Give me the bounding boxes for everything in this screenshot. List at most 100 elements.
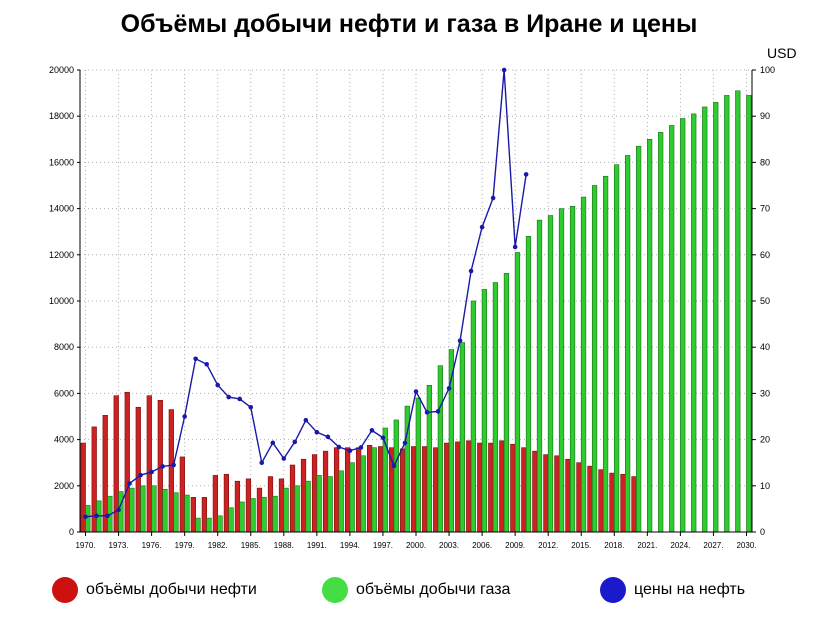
gas-bar <box>514 252 521 533</box>
price-point <box>171 462 176 468</box>
gas-bar <box>162 488 168 533</box>
y2-tick-label: 60 <box>760 250 770 260</box>
oil-bar <box>234 480 241 533</box>
gas-bar <box>569 205 576 533</box>
price-point <box>424 410 430 415</box>
price-point <box>347 448 353 453</box>
gas-bar <box>547 215 554 533</box>
x-tick-label: 1979. <box>175 541 195 550</box>
gas-bar <box>360 455 366 533</box>
gas-bar <box>272 495 278 533</box>
gas-bar <box>702 106 708 533</box>
axes-layer: 0 2000 4000 6000 8000 10000 12000 14000 16000 180… <box>49 45 797 550</box>
y2-tick-label: 30 <box>760 388 770 398</box>
y-tick-label: 4000 <box>54 435 74 445</box>
oil-bar <box>300 458 307 533</box>
y-tick-label: 10000 <box>49 296 74 306</box>
x-tick-label: 1970. <box>75 541 95 550</box>
gas-bar <box>338 470 344 533</box>
oil-bar <box>466 440 472 533</box>
oil-bar <box>256 487 263 533</box>
price-point <box>358 445 364 450</box>
x-tick-label: 1991. <box>307 541 327 550</box>
gas-bar <box>239 501 245 533</box>
oil-bar <box>333 447 340 533</box>
price-point <box>380 435 386 441</box>
legend-price-label: цены на нефть <box>634 581 746 598</box>
y2-tick-label: 40 <box>760 342 770 352</box>
x-tick-label: 2015. <box>571 541 591 550</box>
price-point <box>435 409 441 414</box>
gas-bar <box>492 282 499 533</box>
gas-bar <box>746 95 752 533</box>
legend-oil-label: объёмы добычи нефти <box>86 581 257 598</box>
oil-bar <box>510 443 516 533</box>
gas-bar <box>591 185 598 533</box>
gas-bar <box>437 365 443 533</box>
x-tick-label: 2012. <box>538 541 558 550</box>
y-tick-label: 0 <box>69 527 74 537</box>
oil-bar <box>543 454 549 533</box>
price-point <box>512 244 518 250</box>
price-point <box>94 513 99 519</box>
oil-bar <box>223 473 230 533</box>
x-tick-label: 1997. <box>373 541 393 550</box>
gas-bar <box>625 155 631 533</box>
gas-bar <box>173 492 179 533</box>
oil-bar <box>576 462 582 533</box>
oil-bar <box>212 475 219 533</box>
x-tick-label: 2018. <box>604 541 624 550</box>
y2-axis-unit: USD <box>767 45 797 61</box>
legend-price-swatch <box>600 577 626 603</box>
price-point <box>127 481 132 486</box>
price-point <box>325 434 331 440</box>
price-point <box>523 172 529 177</box>
oil-bar <box>400 448 406 533</box>
gas-bar <box>151 485 157 533</box>
oil-bar <box>488 442 494 533</box>
x-tick-label: 1985. <box>241 541 261 550</box>
gas-bar <box>316 475 322 533</box>
price-point <box>501 67 507 73</box>
legend-oil: объёмы добычи нефти <box>52 574 257 606</box>
price-point <box>402 440 408 446</box>
oil-bar <box>267 476 274 533</box>
gas-bar <box>261 497 267 533</box>
price-point <box>303 417 309 423</box>
gas-bar <box>713 102 719 533</box>
gas-bar <box>294 485 300 533</box>
price-point <box>292 439 298 445</box>
gas-bar <box>735 90 741 533</box>
gas-bar <box>503 272 510 533</box>
gas-bar <box>206 517 212 533</box>
oil-bar <box>245 478 252 533</box>
gas-bar <box>305 480 311 533</box>
price-point <box>193 356 198 362</box>
gas-bar <box>327 476 333 533</box>
oil-bar <box>168 409 174 533</box>
oil-bar <box>190 497 196 533</box>
x-tick-label: 2021. <box>637 541 657 550</box>
x-tick-label: 1988. <box>274 541 294 550</box>
gas-bar <box>470 300 477 533</box>
price-point <box>479 224 485 230</box>
x-tick-label: 2006. <box>472 541 492 550</box>
gas-bar <box>129 487 135 533</box>
oil-bar <box>609 472 615 533</box>
oil-bar <box>532 450 538 533</box>
price-point <box>336 444 342 450</box>
price-point <box>83 514 88 520</box>
price-point <box>237 396 243 402</box>
gas-bar <box>580 196 587 533</box>
legend-oil-swatch <box>52 577 78 603</box>
x-tick-label: 2000. <box>406 541 426 550</box>
price-point <box>226 394 232 400</box>
y2-tick-label: 70 <box>760 204 770 214</box>
gas-bar <box>250 498 256 533</box>
x-tick-label: 2009. <box>505 541 525 550</box>
gas-bar <box>647 139 653 533</box>
gas-bar <box>349 462 355 533</box>
oil-bar <box>179 456 185 533</box>
oil-bar <box>322 450 329 533</box>
gas-bar <box>426 385 432 533</box>
